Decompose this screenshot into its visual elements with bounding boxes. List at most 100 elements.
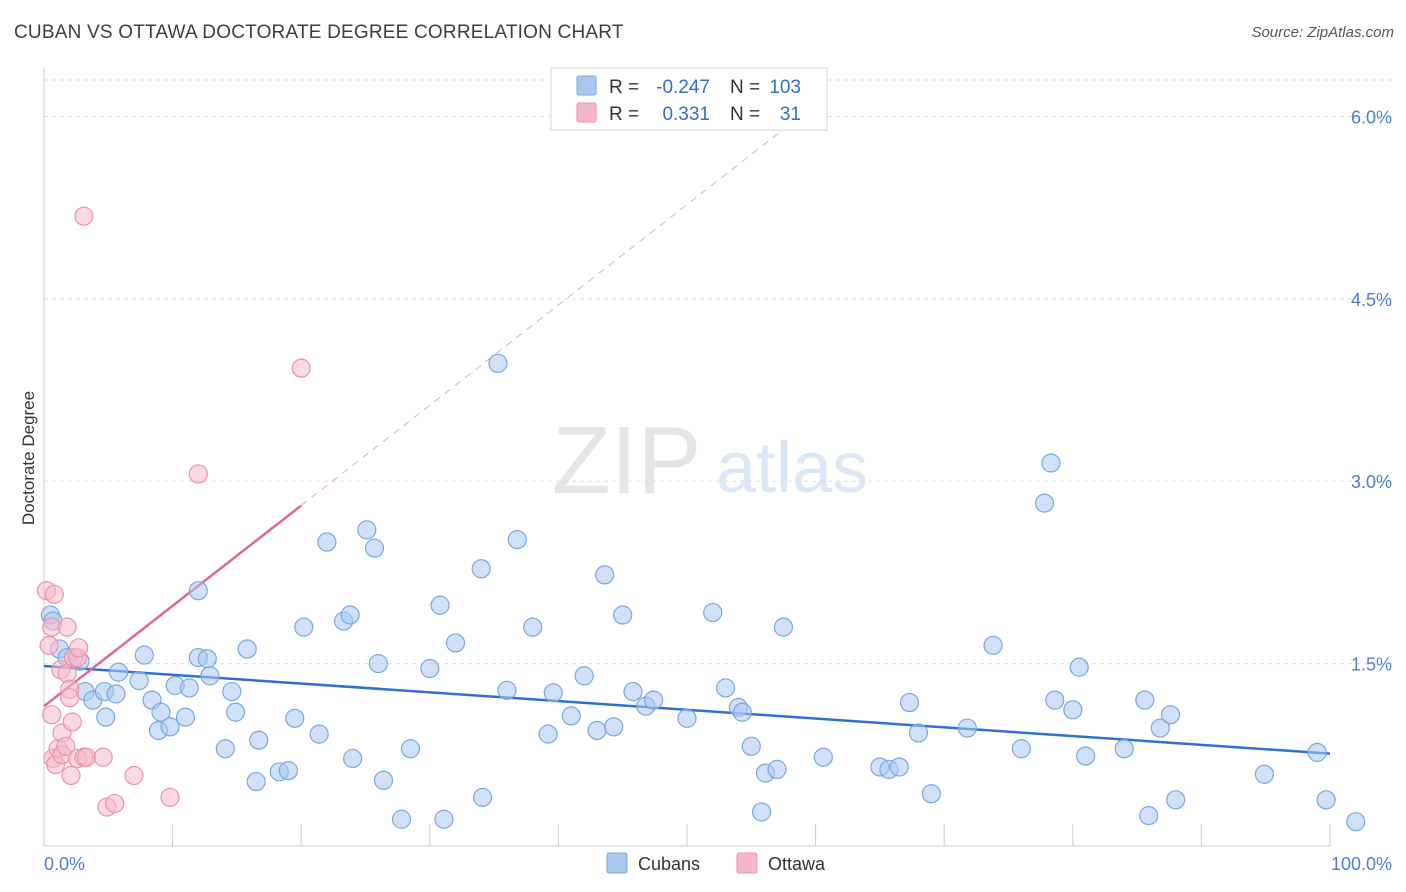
legend-r-label-2: R =	[609, 104, 639, 125]
trend-line-ottawa	[43, 504, 302, 708]
data-point-cubans	[813, 747, 833, 767]
y-tick-label: 3.0%	[1351, 472, 1392, 492]
data-point-cubans	[1011, 739, 1031, 759]
tick-labels: 1.5% 3.0% 4.5% 6.0% 0.0% 100.0%	[44, 107, 1392, 874]
legend-swatch-ottawa	[576, 102, 597, 123]
data-point-cubans	[773, 617, 794, 637]
legend-n-label-1: N =	[730, 77, 760, 98]
data-point-cubans	[497, 680, 517, 700]
data-point-cubans	[96, 707, 116, 727]
data-point-cubans	[595, 565, 615, 585]
data-point-ottawa	[61, 765, 81, 786]
data-point-cubans	[908, 723, 929, 743]
data-point-cubans	[434, 809, 454, 829]
data-point-cubans	[1150, 718, 1170, 738]
data-point-ottawa	[62, 712, 82, 732]
legend-r-value-1: -0.247	[656, 77, 710, 98]
data-point-cubans	[400, 739, 421, 759]
data-point-ottawa	[105, 793, 125, 814]
y-tick-label: 4.5%	[1351, 290, 1392, 310]
data-point-cubans	[1166, 790, 1186, 810]
data-point-cubans	[507, 529, 527, 550]
data-point-ottawa	[93, 747, 113, 767]
series-legend: Cubans Ottawa	[606, 852, 826, 874]
data-point-ottawa	[60, 688, 80, 708]
data-point-cubans	[1139, 806, 1159, 826]
data-point-cubans	[179, 678, 199, 698]
data-point-cubans	[488, 353, 508, 373]
data-point-cubans	[732, 702, 752, 722]
data-point-cubans	[188, 581, 208, 601]
data-point-cubans	[1346, 812, 1366, 832]
data-point-cubans	[106, 684, 126, 704]
data-point-cubans	[561, 706, 581, 726]
data-point-ottawa	[74, 206, 94, 226]
data-point-cubans	[604, 717, 624, 737]
data-point-cubans	[151, 702, 171, 722]
data-point-ottawa	[188, 464, 208, 484]
data-point-cubans	[471, 559, 491, 579]
data-point-cubans	[1063, 700, 1083, 720]
data-point-cubans	[543, 683, 563, 703]
bottom-legend-swatch-ottawa	[736, 852, 758, 874]
source-label: Source: ZipAtlas.com	[1251, 24, 1394, 41]
legend-swatch-cubans	[576, 75, 597, 96]
data-point-cubans	[373, 770, 394, 790]
data-point-cubans	[677, 708, 697, 728]
data-point-cubans	[343, 748, 363, 769]
data-point-cubans	[222, 681, 242, 702]
data-point-cubans	[741, 736, 761, 756]
data-point-cubans	[285, 708, 305, 728]
data-point-cubans	[703, 602, 723, 623]
watermark-atlas: atlas	[716, 428, 868, 508]
data-point-cubans	[587, 720, 607, 741]
data-point-cubans	[357, 520, 377, 540]
data-point-cubans	[278, 761, 298, 781]
data-point-cubans	[108, 662, 129, 682]
data-point-cubans	[613, 605, 633, 625]
y-tick-label: 1.5%	[1351, 655, 1392, 675]
data-point-cubans	[983, 635, 1003, 655]
data-point-cubans	[420, 658, 440, 679]
data-point-cubans	[767, 759, 787, 780]
data-point-cubans	[1254, 764, 1275, 784]
data-point-cubans	[538, 724, 558, 744]
data-point-cubans	[246, 771, 266, 792]
data-point-cubans	[1114, 739, 1134, 759]
data-point-cubans	[957, 718, 977, 738]
legend-r-value-2: 0.331	[662, 104, 710, 125]
correlation-legend: R = -0.247 N = 103 R = 0.331 N = 31	[550, 67, 828, 131]
data-point-cubans	[1045, 690, 1065, 710]
data-point-cubans	[921, 784, 941, 804]
watermark-zip: ZIP	[552, 407, 701, 514]
legend-box	[550, 67, 828, 131]
x-tick-label: 0.0%	[44, 854, 85, 874]
data-point-ottawa	[160, 787, 180, 807]
data-point-cubans	[317, 532, 337, 552]
bottom-legend-label-ottawa: Ottawa	[768, 854, 826, 874]
data-point-ottawa	[42, 705, 62, 725]
bottom-legend-swatch-cubans	[606, 852, 628, 874]
data-point-cubans	[249, 730, 269, 750]
data-point-cubans	[368, 654, 388, 674]
legend-n-value-2: 31	[780, 104, 801, 125]
legend-r-label-1: R =	[609, 77, 639, 98]
data-point-cubans	[751, 802, 772, 822]
data-point-ottawa	[76, 747, 97, 767]
data-point-cubans	[175, 707, 196, 727]
legend-n-value-1: 103	[769, 77, 801, 98]
data-point-cubans	[899, 692, 920, 713]
data-point-cubans	[215, 739, 235, 759]
data-point-ottawa	[124, 765, 144, 786]
x-tick-label: 100.0%	[1331, 854, 1392, 874]
y-tick-label: 6.0%	[1351, 107, 1392, 127]
data-point-ottawa	[291, 358, 311, 378]
data-points	[36, 206, 1366, 832]
data-point-cubans	[1307, 742, 1327, 762]
data-point-ottawa	[57, 617, 77, 637]
data-point-ottawa	[69, 638, 89, 658]
data-point-cubans	[472, 787, 493, 807]
data-point-cubans	[643, 690, 664, 710]
data-point-cubans	[445, 633, 466, 653]
